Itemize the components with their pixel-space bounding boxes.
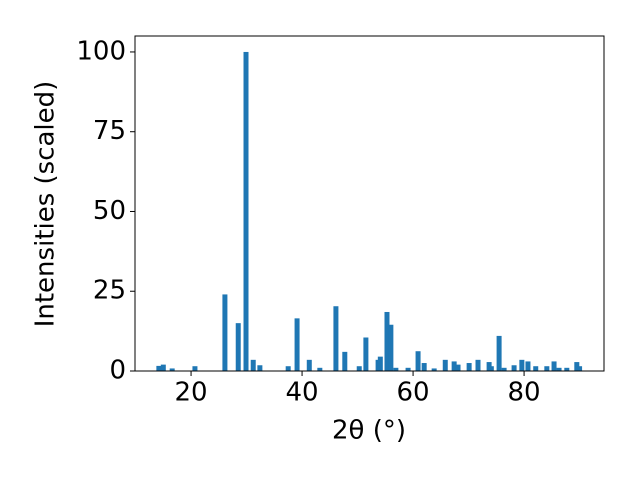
x-tick-label: 60 xyxy=(397,378,430,408)
bar xyxy=(156,365,162,371)
bar xyxy=(317,367,323,371)
bar xyxy=(551,361,557,371)
y-tick-label: 75 xyxy=(93,116,126,146)
x-tick-label: 40 xyxy=(286,378,319,408)
bar xyxy=(356,366,362,371)
bar xyxy=(431,368,437,371)
bar xyxy=(388,324,394,371)
bar xyxy=(222,294,228,371)
bar xyxy=(405,367,411,371)
bar xyxy=(285,366,291,371)
bar xyxy=(475,359,481,371)
bar xyxy=(421,363,427,371)
bar xyxy=(519,359,525,371)
bar xyxy=(511,365,517,371)
x-axis-label: 2θ (°) xyxy=(332,416,406,446)
y-tick-label: 0 xyxy=(109,356,126,386)
bar xyxy=(393,367,399,371)
bar xyxy=(243,51,249,371)
bar xyxy=(363,337,369,371)
plot-frame xyxy=(134,35,605,372)
bar xyxy=(496,335,502,371)
bar xyxy=(577,366,583,371)
bar xyxy=(488,366,494,371)
bar xyxy=(333,306,339,371)
bar xyxy=(415,351,421,371)
y-tick-label: 50 xyxy=(93,196,126,226)
bar xyxy=(564,367,570,371)
y-tick-label: 100 xyxy=(76,36,126,66)
bar xyxy=(574,362,580,371)
bar xyxy=(235,323,241,371)
bar xyxy=(451,361,457,371)
bar xyxy=(525,361,531,371)
bar xyxy=(556,367,562,371)
bar xyxy=(377,356,383,371)
x-tick-label: 80 xyxy=(508,378,541,408)
bar xyxy=(342,351,348,371)
bar xyxy=(384,311,390,371)
bar xyxy=(169,368,175,371)
bar xyxy=(294,318,300,371)
bar xyxy=(442,359,448,371)
y-axis-label: Intensities (scaled) xyxy=(31,81,61,328)
bar xyxy=(306,359,312,371)
bar xyxy=(160,364,166,371)
y-tick-label: 25 xyxy=(93,276,126,306)
bar xyxy=(250,359,256,371)
bar xyxy=(544,366,550,371)
bar xyxy=(501,367,507,371)
bar xyxy=(192,366,198,371)
x-tick-label: 20 xyxy=(175,378,208,408)
bar xyxy=(257,365,263,371)
bar xyxy=(455,364,461,371)
bar xyxy=(466,363,472,371)
bar xyxy=(533,366,539,371)
